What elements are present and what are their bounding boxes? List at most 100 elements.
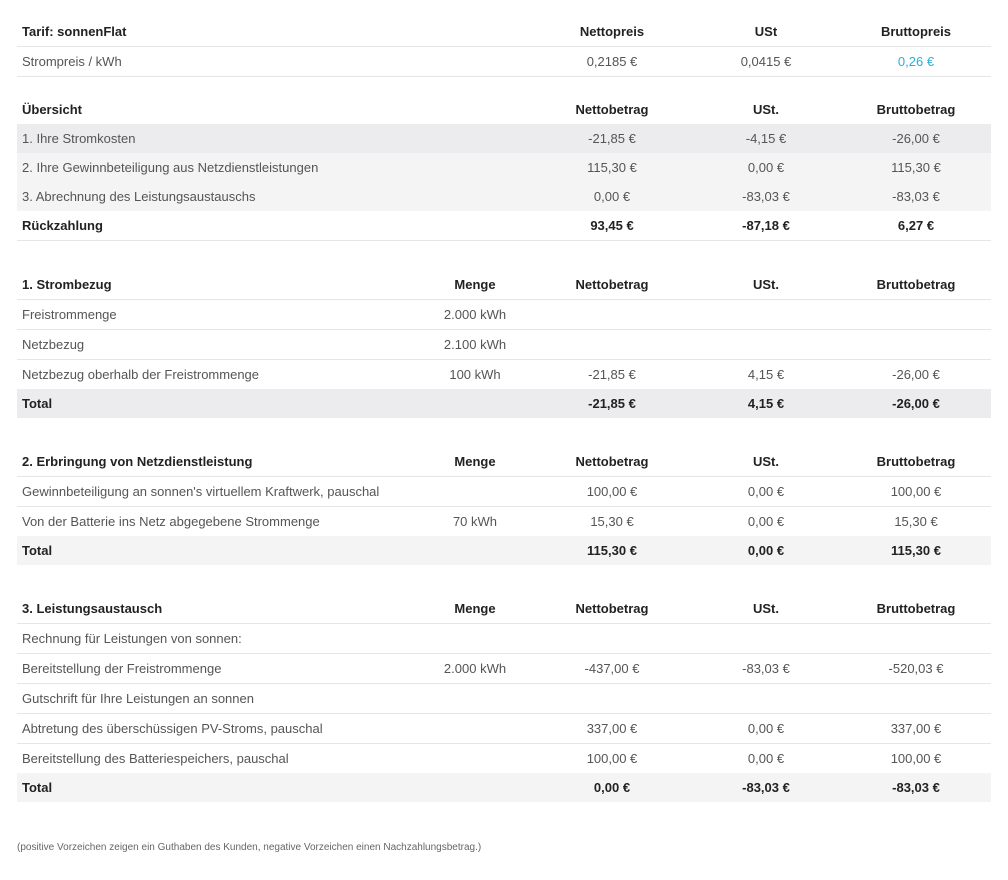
row-menge <box>417 623 533 654</box>
row-ust <box>691 299 841 330</box>
row-label: Netzbezug <box>17 329 417 360</box>
total-netto: 93,45 € <box>533 211 691 241</box>
leistungsaustausch-header-row: 3. Leistungsaustausch Menge Nettobetrag … <box>17 594 991 624</box>
row-ust: 0,00 € <box>747 514 785 529</box>
row-brutto-highlight: 0,26 € <box>841 46 991 77</box>
overview-row-gewinnbeteiligung: 2. Ihre Gewinnbeteiligung aus Netzdienst… <box>17 153 991 182</box>
row-ust: 0,00 € <box>747 751 785 766</box>
row-menge <box>417 476 533 507</box>
row-brutto: -83,03 € <box>841 182 991 211</box>
total-menge <box>417 536 533 565</box>
overview-row-leistungsaustausch: 3. Abrechnung des Leistungsaustauschs 0,… <box>17 182 991 211</box>
netzdienstleistung-total-row: Total 115,30 € 0,00 € 115,30 € <box>17 536 991 565</box>
row-ust <box>691 329 841 360</box>
header-bruttopreis: Bruttopreis <box>841 17 991 47</box>
row-menge: 2.000 kWh <box>417 299 533 330</box>
total-ust: 0,00 € <box>691 536 841 565</box>
strombezug-table: 1. Strombezug Menge Nettobetrag USt. Bru… <box>17 270 991 418</box>
row-menge <box>417 124 533 153</box>
row-label: Rechnung für Leistungen von sonnen: <box>17 623 417 654</box>
overview-header-row: Übersicht Nettobetrag USt. Bruttobetrag <box>17 95 991 124</box>
total-label: Rückzahlung <box>17 211 417 241</box>
row-brutto: 100,00 € <box>890 751 942 766</box>
row-netto <box>533 299 691 330</box>
row-menge <box>417 713 533 744</box>
row-label: 2. Ihre Gewinnbeteiligung aus Netzdienst… <box>17 153 417 182</box>
row-netto: 0,00 € <box>533 182 691 211</box>
row-netto <box>533 683 691 714</box>
row-label: Netzbezug oberhalb der Freistrommenge <box>22 367 260 382</box>
row-brutto <box>841 299 991 330</box>
row-label: Abtretung des überschüssigen PV-Stroms, … <box>17 713 417 744</box>
total-label: Total <box>17 389 417 418</box>
row-ust: 0,00 € <box>691 476 841 507</box>
total-menge <box>417 211 533 241</box>
total-brutto: -26,00 € <box>841 389 991 418</box>
tariff-name: Tarif: sonnenFlat <box>17 17 417 47</box>
row-ust: 0,00 € <box>691 713 841 744</box>
table-row: Gutschrift für Ihre Leistungen an sonnen <box>17 683 991 714</box>
row-brutto <box>841 683 991 714</box>
row-netto <box>533 623 691 654</box>
overview-title: Übersicht <box>22 102 82 117</box>
row-brutto: 115,30 € <box>841 153 991 182</box>
header-ust: USt <box>691 17 841 47</box>
tariff-header-row: Tarif: sonnenFlat Nettopreis USt Bruttop… <box>17 17 991 47</box>
row-netto: 100,00 € <box>586 751 638 766</box>
header-empty <box>417 95 533 124</box>
row-brutto <box>841 623 991 654</box>
row-menge <box>417 683 533 714</box>
row-menge <box>417 46 533 77</box>
row-netto: 100,00 € <box>533 476 691 507</box>
row-brutto: 15,30 € <box>894 514 938 529</box>
row-menge <box>417 744 533 774</box>
section-title: 1. Strombezug <box>17 270 417 300</box>
row-ust: -83,03 € <box>691 653 841 684</box>
row-menge: 2.000 kWh <box>417 653 533 684</box>
total-label: Total <box>17 773 417 802</box>
netzdienstleistung-header-row: 2. Erbringung von Netzdienstleistung Men… <box>17 447 991 477</box>
section-title: 2. Erbringung von Netzdienstleistung <box>17 447 417 477</box>
row-ust: 4,15 € <box>747 367 785 382</box>
header-menge: Menge <box>417 270 533 300</box>
total-brutto: 115,30 € <box>841 536 991 565</box>
header-nettobetrag: Nettobetrag <box>533 594 691 624</box>
table-row: Rechnung für Leistungen von sonnen: <box>17 623 991 654</box>
header-bruttobetrag: Bruttobetrag <box>841 270 991 300</box>
row-label: Gewinnbeteiligung an sonnen's virtuellem… <box>17 476 417 507</box>
overview-total-row: Rückzahlung 93,45 € -87,18 € 6,27 € <box>17 211 991 241</box>
row-label: Bereitstellung der Freistrommenge <box>17 653 417 684</box>
row-ust: 0,00 € <box>691 153 841 182</box>
netzdienstleistung-table: 2. Erbringung von Netzdienstleistung Men… <box>17 447 991 565</box>
row-menge <box>417 153 533 182</box>
overview-row-stromkosten: 1. Ihre Stromkosten -21,85 € -4,15 € -26… <box>17 124 991 153</box>
row-menge: 100 kWh <box>449 367 501 382</box>
footnote: (positive Vorzeichen zeigen ein Guthaben… <box>17 842 482 853</box>
row-label: Strompreis / kWh <box>17 46 417 77</box>
row-menge <box>417 182 533 211</box>
row-netto <box>533 329 691 360</box>
strombezug-total-row: Total -21,85 € 4,15 € -26,00 € <box>17 389 991 418</box>
table-row: Bereitstellung des Batteriespeichers, pa… <box>17 744 991 774</box>
header-ust: USt. <box>753 102 779 117</box>
row-brutto: -26,00 € <box>892 367 940 382</box>
total-ust: 4,15 € <box>691 389 841 418</box>
leistungsaustausch-table: 3. Leistungsaustausch Menge Nettobetrag … <box>17 594 991 802</box>
table-row: Netzbezug oberhalb der Freistrommenge 10… <box>17 360 991 390</box>
row-brutto: 337,00 € <box>841 713 991 744</box>
total-netto: 115,30 € <box>533 536 691 565</box>
header-empty <box>417 17 533 47</box>
header-menge: Menge <box>417 594 533 624</box>
strombezug-header-row: 1. Strombezug Menge Nettobetrag USt. Bru… <box>17 270 991 300</box>
table-row: Von der Batterie ins Netz abgegebene Str… <box>17 507 991 537</box>
row-netto: -437,00 € <box>533 653 691 684</box>
table-row: Bereitstellung der Freistrommenge 2.000 … <box>17 653 991 684</box>
row-label: 1. Ihre Stromkosten <box>17 124 417 153</box>
row-menge: 70 kWh <box>452 514 498 529</box>
total-menge <box>417 389 533 418</box>
row-netto: -21,85 € <box>588 367 636 382</box>
header-ust: USt. <box>691 594 841 624</box>
row-label: Von der Batterie ins Netz abgegebene Str… <box>22 514 320 529</box>
table-row: Freistrommenge 2.000 kWh <box>17 299 991 330</box>
row-ust: -4,15 € <box>691 124 841 153</box>
